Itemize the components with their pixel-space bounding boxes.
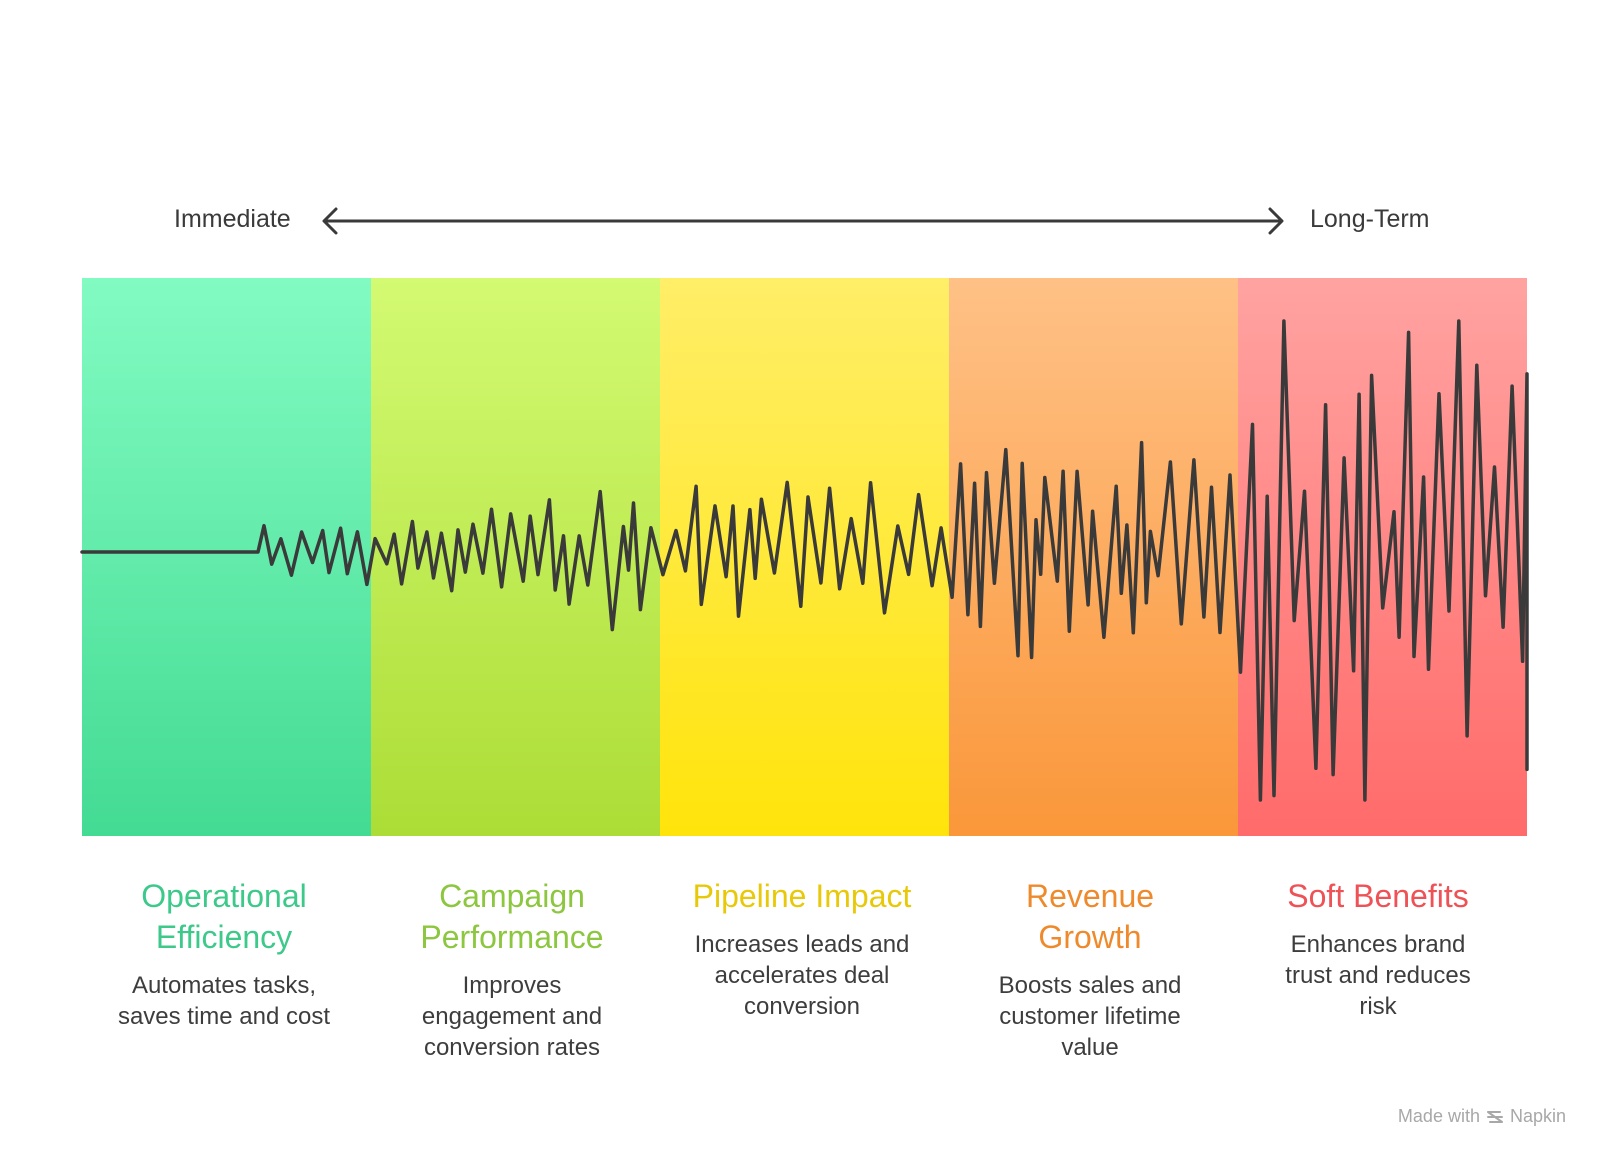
segment-revenue-growth: Revenue Growth Boosts sales and customer… [940, 876, 1240, 1063]
segment-title: Pipeline Impact [692, 878, 912, 914]
segment-title: Campaign Performance [420, 878, 604, 955]
napkin-logo-icon [1486, 1110, 1503, 1123]
footer-brand: Napkin [1509, 1106, 1566, 1126]
segment-title: Operational Efficiency [141, 878, 307, 955]
waveform-line [80, 319, 1529, 802]
segment-campaign-performance: Campaign Performance Improves engagement… [362, 876, 662, 1063]
segment-soft-benefits: Soft Benefits Enhances brand trust and r… [1228, 876, 1528, 1022]
band-operational-efficiency [82, 278, 371, 836]
segment-description: Increases leads and accelerates deal con… [694, 931, 910, 1020]
segment-title: Soft Benefits [1287, 878, 1469, 914]
axis-label-long-term: Long-Term [1310, 205, 1430, 233]
timeline-arrow-head-right [1268, 207, 1284, 235]
segment-operational-efficiency: Operational Efficiency Automates tasks, … [74, 876, 374, 1032]
made-with-napkin-footer: Made with Napkin [1398, 1106, 1566, 1127]
timeline-arrow [322, 207, 1284, 235]
timeline-arrow-head-left [322, 207, 338, 235]
segment-description: Improves engagement and conversion rates [421, 972, 603, 1061]
segment-description: Boosts sales and customer lifetime value [998, 972, 1182, 1061]
segment-description: Automates tasks, saves time and cost [117, 972, 331, 1030]
segment-description: Enhances brand trust and reduces risk [1285, 931, 1471, 1020]
footer-made-with: Made with [1397, 1106, 1480, 1126]
segment-pipeline-impact: Pipeline Impact Increases leads and acce… [652, 876, 952, 1022]
axis-label-immediate: Immediate [174, 205, 291, 233]
segment-title: Revenue Growth [1025, 878, 1155, 955]
